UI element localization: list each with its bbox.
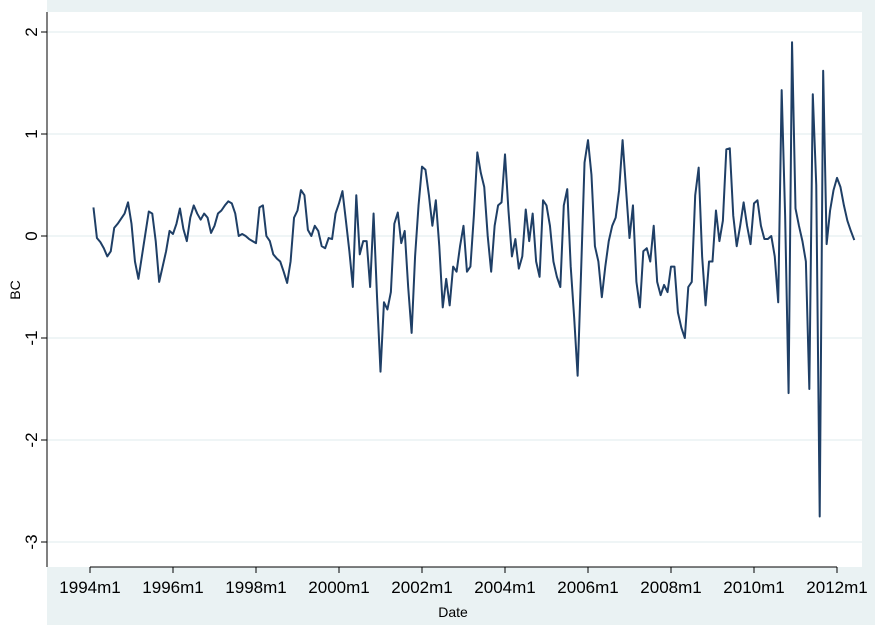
y-axis-title: BC: [7, 280, 23, 299]
x-tick-label: 2008m1: [640, 578, 701, 597]
x-tick-label: 1996m1: [142, 578, 203, 597]
y-tick-label: 0: [22, 231, 41, 240]
x-tick-label: 2004m1: [474, 578, 535, 597]
x-tick-label: 2010m1: [723, 578, 784, 597]
grid-lines: [47, 31, 862, 543]
plot-area: [47, 12, 862, 567]
x-tick-label: 2002m1: [391, 578, 452, 597]
y-tick-label: 2: [22, 27, 41, 36]
series-line-bc: [92, 41, 856, 518]
x-tick-label: 1994m1: [59, 578, 120, 597]
x-tick-label: 2000m1: [308, 578, 369, 597]
y-tick-label: -2: [22, 432, 41, 447]
x-tick-label: 1998m1: [225, 578, 286, 597]
y-tick-label: 1: [22, 129, 41, 138]
x-tick-label: 2006m1: [557, 578, 618, 597]
left-margin-band: [0, 0, 47, 625]
y-tick-label: -1: [22, 330, 41, 345]
x-axis-title: Date: [438, 604, 468, 620]
y-axis: 2 1 0 -1 -2 -3: [22, 12, 48, 567]
x-tick-label: 2012m1: [806, 578, 867, 597]
x-axis: 1994m1 1996m1 1998m1 2000m1 2002m1 2004m1 2006…: [59, 566, 868, 597]
y-tick-label: -3: [22, 534, 41, 549]
